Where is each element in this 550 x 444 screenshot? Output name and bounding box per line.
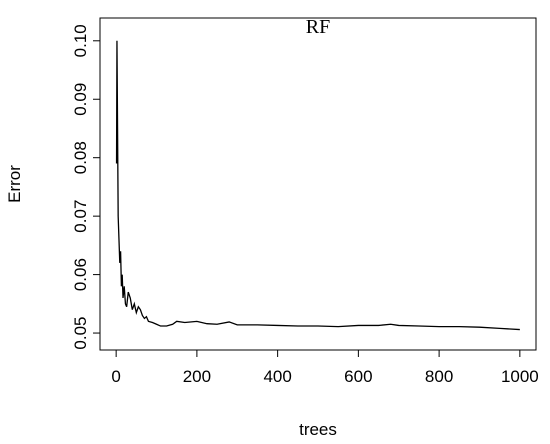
x-tick-label: 0 — [111, 367, 120, 386]
y-tick-label: 0.07 — [71, 200, 90, 233]
y-tick-label: 0.06 — [71, 258, 90, 291]
x-tick-label: 1000 — [501, 367, 539, 386]
chart-title: RF — [306, 16, 330, 38]
x-tick-label: 600 — [344, 367, 372, 386]
y-tick-label: 0.08 — [71, 141, 90, 174]
y-tick-label: 0.10 — [71, 24, 90, 57]
x-tick-label: 200 — [183, 367, 211, 386]
y-tick-label: 0.05 — [71, 317, 90, 350]
y-tick-label: 0.09 — [71, 83, 90, 116]
plot-frame — [99, 17, 537, 351]
x-tick-label: 800 — [425, 367, 453, 386]
x-axis-label: trees — [299, 420, 337, 439]
y-axis-label: Error — [5, 165, 24, 203]
data-line — [115, 40, 520, 331]
x-tick-label: 400 — [263, 367, 291, 386]
